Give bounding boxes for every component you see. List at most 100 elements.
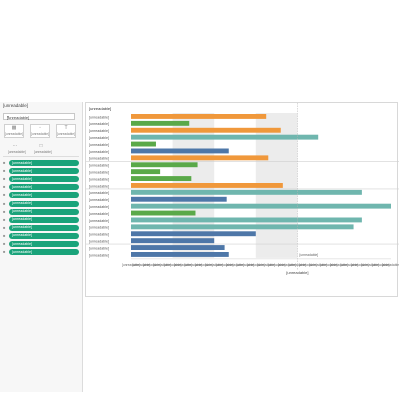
field-pill-label: [unreadable] bbox=[12, 249, 32, 254]
category-label: [unreadable] bbox=[89, 219, 109, 223]
field-pill[interactable]: [unreadable] bbox=[9, 160, 79, 166]
category-label: [unreadable] bbox=[89, 184, 109, 188]
field-pill-label: [unreadable] bbox=[12, 217, 32, 222]
bar[interactable] bbox=[131, 176, 192, 181]
color-label: [unreadable] bbox=[5, 132, 23, 136]
bar[interactable] bbox=[131, 120, 190, 126]
dropdown-value: [unreadable] bbox=[7, 115, 30, 120]
x-tick-label: [unreadable] bbox=[341, 263, 359, 267]
bar[interactable] bbox=[131, 169, 161, 175]
field-pill[interactable]: [unreadable] bbox=[9, 208, 79, 215]
field-pill-label: [unreadable] bbox=[12, 168, 32, 173]
field-pill[interactable]: [unreadable] bbox=[9, 176, 79, 183]
field-pill[interactable]: [unreadable] bbox=[9, 184, 79, 191]
bar[interactable] bbox=[131, 238, 215, 244]
x-tick-label: [unreadable] bbox=[195, 263, 213, 267]
x-tick-label: [unreadable] bbox=[143, 263, 161, 267]
bar[interactable] bbox=[131, 196, 227, 202]
bar[interactable] bbox=[131, 141, 156, 147]
tooltip-icon[interactable]: □ bbox=[39, 143, 43, 149]
chevron-down-icon: ▾ bbox=[7, 114, 10, 119]
x-tick-label: [unreadable] bbox=[299, 263, 317, 267]
detail-icon[interactable]: ⋯ bbox=[12, 143, 18, 149]
x-tick-label: [unreadable] bbox=[133, 263, 151, 267]
x-tick-label: [unreadable] bbox=[237, 263, 255, 267]
bar[interactable] bbox=[131, 134, 319, 140]
tooltip-label: [unreadable] bbox=[34, 150, 52, 154]
field-type-icon: ■ bbox=[3, 200, 6, 206]
field-pill[interactable]: [unreadable] bbox=[9, 241, 79, 247]
bar[interactable] bbox=[131, 189, 362, 195]
x-tick-label: [unreadable] bbox=[226, 263, 244, 267]
category-label: [unreadable] bbox=[89, 129, 109, 133]
field-pill[interactable]: [unreadable] bbox=[9, 168, 79, 175]
field-pill-label: [unreadable] bbox=[12, 201, 32, 205]
bar[interactable] bbox=[131, 148, 229, 154]
field-type-icon: ■ bbox=[3, 241, 6, 246]
bar[interactable] bbox=[131, 203, 391, 209]
x-tick-label: [unreadable] bbox=[268, 263, 286, 267]
category-label: [unreadable] bbox=[89, 177, 109, 181]
field-pill-label: [unreadable] bbox=[12, 192, 32, 197]
reference-line-group: [unreadable] bbox=[297, 103, 318, 270]
color-button[interactable]: ▩ [unreadable] bbox=[4, 124, 24, 138]
x-tick-label: [unreadable] bbox=[164, 263, 182, 267]
field-type-icon: ■ bbox=[3, 168, 6, 174]
category-label: [unreadable] bbox=[89, 150, 109, 154]
field-pill[interactable]: [unreadable] bbox=[9, 232, 79, 239]
category-label: [unreadable] bbox=[89, 164, 109, 168]
color-icon: ▩ bbox=[11, 125, 17, 131]
field-type-icon: ■ bbox=[3, 232, 6, 238]
label-button[interactable]: T [unreadable] bbox=[56, 124, 76, 138]
field-type-icon: ■ bbox=[3, 224, 6, 230]
bar[interactable] bbox=[131, 231, 256, 237]
bar[interactable] bbox=[131, 217, 362, 223]
category-label: [unreadable] bbox=[89, 205, 109, 209]
field-pill-label: [unreadable] bbox=[12, 184, 32, 189]
field-pill[interactable]: [unreadable] bbox=[9, 216, 79, 223]
field-pill-label: [unreadable] bbox=[12, 160, 32, 165]
field-pill[interactable]: [unreadable] bbox=[9, 192, 79, 199]
reference-line-label: [unreadable] bbox=[299, 253, 318, 257]
bar[interactable] bbox=[131, 114, 267, 119]
bar[interactable] bbox=[131, 127, 281, 133]
x-tick-label: [unreadable] bbox=[309, 263, 327, 267]
category-label: [unreadable] bbox=[89, 253, 109, 257]
category-label: [unreadable] bbox=[89, 212, 109, 216]
x-tick-label: [unreadable] bbox=[122, 263, 140, 267]
bar-chart: [unreadable][unreadable][unreadable][unr… bbox=[86, 103, 400, 275]
field-type-icon: ■ bbox=[3, 216, 6, 222]
bar[interactable] bbox=[131, 210, 196, 216]
panel-divider bbox=[3, 156, 79, 157]
category-label: [unreadable] bbox=[89, 136, 109, 140]
field-type-icon: ■ bbox=[3, 160, 6, 165]
field-pill-label: [unreadable] bbox=[12, 176, 32, 181]
x-tick-label: [unreadable] bbox=[320, 263, 338, 267]
field-type-icon: ■ bbox=[3, 192, 6, 198]
bar[interactable] bbox=[131, 245, 225, 250]
field-pill[interactable]: [unreadable] bbox=[9, 224, 79, 231]
bar[interactable] bbox=[131, 224, 354, 230]
field-pill-label: [unreadable] bbox=[12, 233, 32, 238]
bar[interactable] bbox=[131, 183, 283, 188]
category-labels: [unreadable] [unreadable] [unreadable] [unr… bbox=[89, 106, 111, 257]
category-label: [unreadable] bbox=[89, 240, 109, 244]
bar[interactable] bbox=[131, 252, 229, 257]
x-tick-label: [unreadable] bbox=[216, 263, 234, 267]
detail-label: [unreadable] bbox=[8, 150, 26, 154]
bar[interactable] bbox=[131, 162, 198, 168]
panel-title: [unreadable] bbox=[3, 103, 29, 108]
size-button[interactable]: ◦ [unreadable] bbox=[30, 124, 50, 138]
x-tick-label: [unreadable] bbox=[361, 263, 379, 267]
x-tick-label: [unreadable] bbox=[372, 263, 390, 267]
bar[interactable] bbox=[131, 155, 269, 161]
marks-type-dropdown[interactable]: [unreadable] ▾ bbox=[3, 113, 75, 120]
category-label: [unreadable] bbox=[89, 115, 109, 119]
category-label: [unreadable] bbox=[89, 171, 109, 175]
group-separators bbox=[86, 160, 399, 245]
field-pill[interactable]: [unreadable] bbox=[9, 200, 79, 207]
field-pill[interactable]: [unreadable] bbox=[9, 249, 79, 256]
x-axis: [unreadable][unreadable][unreadable][unr… bbox=[122, 258, 400, 275]
chart-area: [unreadable] [unreadable] [unreadable] [unr… bbox=[85, 102, 400, 297]
x-tick-label: [unreadable] bbox=[247, 263, 265, 267]
